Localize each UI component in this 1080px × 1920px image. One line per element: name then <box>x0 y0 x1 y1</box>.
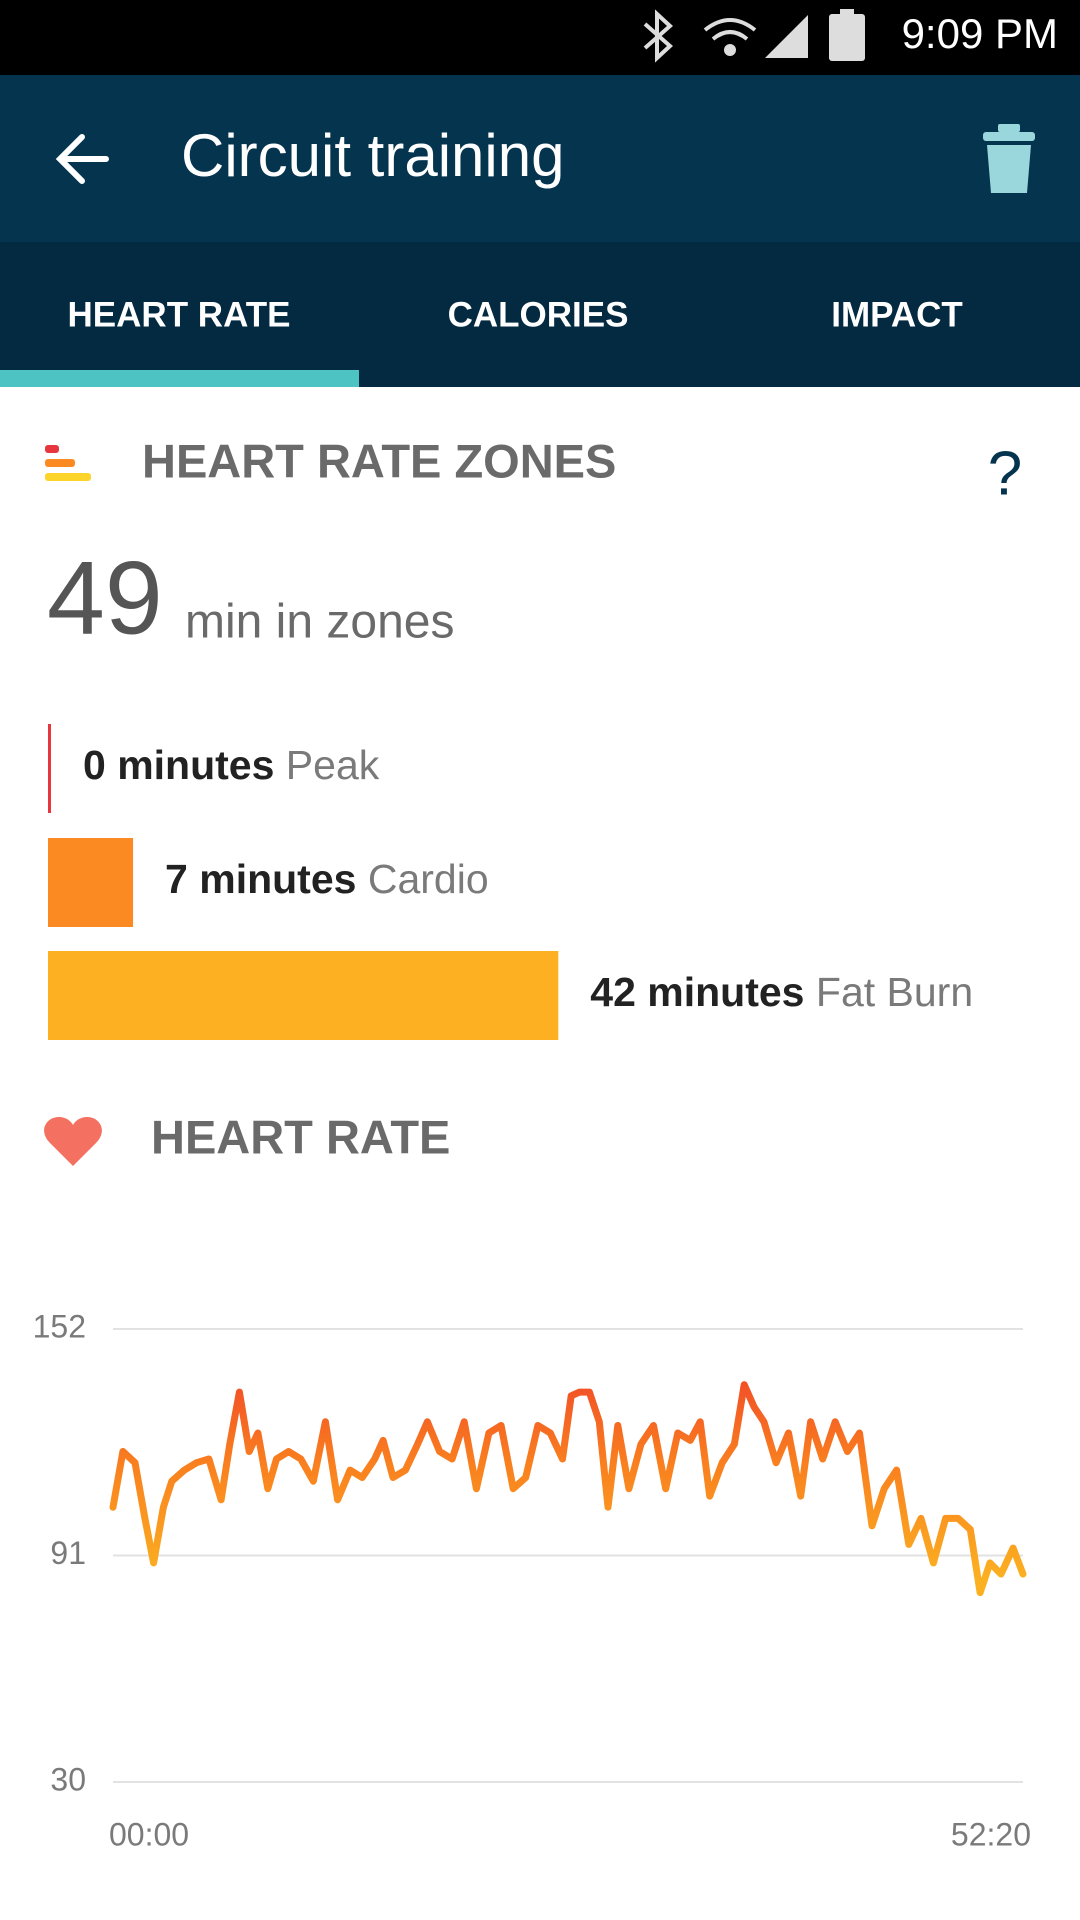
tab[interactable]: HEART RATE <box>68 295 291 334</box>
y-tick-label: 91 <box>50 1535 86 1571</box>
zone-bar <box>48 838 134 927</box>
zone-minutes: 42 minutes <box>590 969 804 1015</box>
status-icons-fill <box>724 9 865 61</box>
y-tick-label: 152 <box>33 1308 86 1344</box>
back-button[interactable] <box>55 134 109 184</box>
tab-bar <box>0 242 1080 387</box>
zones-list: 0 minutes Peak 7 minutes Cardio 42 minutes… <box>48 724 973 1040</box>
x-tick-label: 52:20 <box>951 1816 1031 1852</box>
section-title: HEART RATE <box>151 1110 450 1163</box>
zone-name: Fat Burn <box>816 969 973 1015</box>
tab[interactable]: IMPACT <box>831 295 963 334</box>
heart-icon <box>44 1117 102 1166</box>
delete-button[interactable] <box>983 124 1035 193</box>
zones-total: 49 <box>47 540 163 656</box>
x-tick-label: 00:00 <box>109 1816 189 1852</box>
zone-name: Cardio <box>368 856 489 902</box>
zone-minutes: 7 minutes <box>165 856 356 902</box>
tab-indicator <box>0 370 359 387</box>
tab[interactable]: CALORIES <box>448 295 629 334</box>
zone-label: 42 minutes Fat Burn <box>590 969 973 1015</box>
heart-rate-chart: 30 91 152 00:00 52:20 <box>33 1308 1031 1852</box>
section-title: HEART RATE ZONES <box>142 434 616 487</box>
zones-total-label: min in zones <box>185 596 454 649</box>
zones-icon <box>45 445 91 481</box>
zone-name: Peak <box>286 742 380 788</box>
zone-label: 7 minutes Cardio <box>165 856 489 902</box>
help-button[interactable]: ? <box>988 439 1022 508</box>
status-time: 9:09 PM <box>902 10 1058 57</box>
app-bar <box>0 75 1080 242</box>
heart-rate-line <box>109 1381 1027 1597</box>
zone-bar <box>48 951 559 1040</box>
zone-bar <box>48 724 51 813</box>
y-tick-label: 30 <box>50 1761 86 1797</box>
app-title: Circuit training <box>181 122 564 189</box>
status-icons <box>643 9 757 63</box>
status-bar <box>0 0 1080 75</box>
zone-label: 0 minutes Peak <box>83 742 380 788</box>
zone-minutes: 0 minutes <box>83 742 274 788</box>
